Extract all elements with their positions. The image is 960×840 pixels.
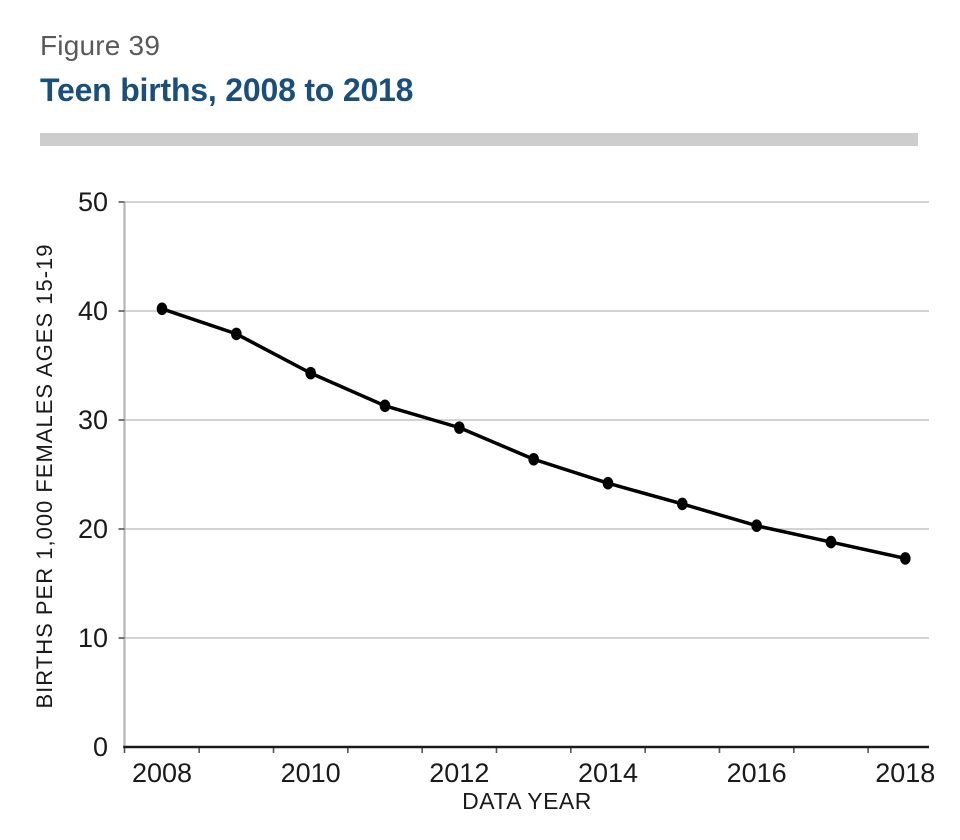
data-point bbox=[156, 302, 168, 316]
y-tick-labels: 0 10 20 30 40 50 bbox=[78, 187, 108, 762]
data-point bbox=[231, 327, 242, 341]
data-point bbox=[602, 476, 614, 490]
y-tick-label: 50 bbox=[78, 187, 108, 217]
series-line bbox=[160, 307, 908, 561]
y-axis-ticks bbox=[118, 201, 125, 639]
data-series bbox=[156, 302, 911, 565]
x-tick-labels: 2008 2010 2012 2014 2016 2018 bbox=[132, 758, 935, 788]
data-point bbox=[454, 421, 465, 434]
data-point bbox=[825, 535, 837, 549]
y-tick-label: 30 bbox=[78, 405, 108, 435]
y-tick-label: 10 bbox=[78, 623, 108, 653]
y-tick-label: 0 bbox=[93, 732, 108, 762]
data-point bbox=[379, 399, 391, 413]
x-tick-label: 2014 bbox=[578, 758, 638, 788]
x-tick-label: 2012 bbox=[429, 758, 489, 788]
x-tick-label: 2018 bbox=[875, 758, 935, 788]
gridlines bbox=[124, 201, 929, 639]
data-point bbox=[305, 366, 316, 380]
data-point bbox=[900, 552, 911, 565]
y-tick-label: 40 bbox=[78, 296, 108, 326]
x-axis-title: DATA YEAR bbox=[462, 788, 592, 814]
y-axis-title: BIRTHS PER 1,000 FEMALES AGES 15-19 bbox=[32, 243, 57, 708]
data-point bbox=[528, 452, 539, 466]
x-tick-label: 2016 bbox=[727, 758, 787, 788]
x-tick-label: 2010 bbox=[281, 758, 341, 788]
x-tick-label: 2008 bbox=[132, 758, 192, 788]
figure-title: Teen births, 2008 to 2018 bbox=[40, 72, 414, 108]
data-point bbox=[677, 497, 688, 511]
divider-bar bbox=[40, 133, 918, 146]
figure-number-label: Figure 39 bbox=[40, 30, 161, 61]
y-tick-label: 20 bbox=[78, 514, 108, 544]
data-point bbox=[751, 519, 762, 533]
